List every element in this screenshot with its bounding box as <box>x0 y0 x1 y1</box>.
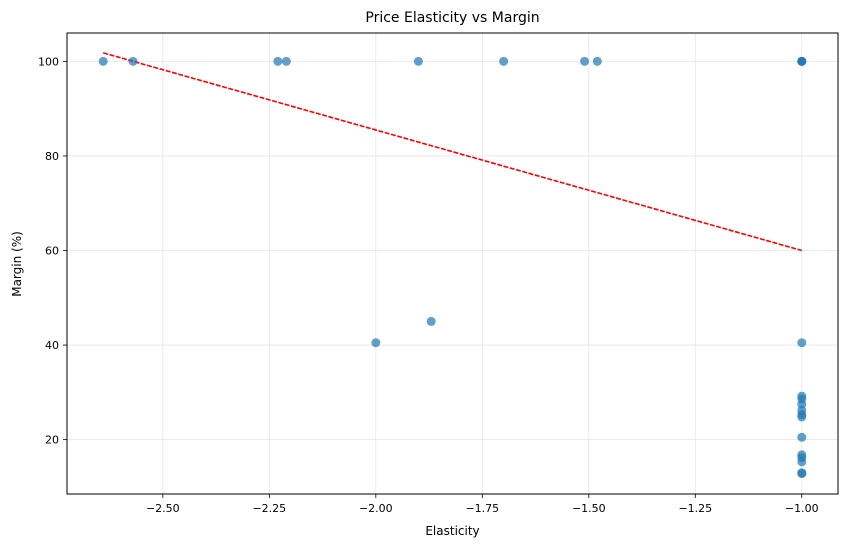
x-axis-label: Elasticity <box>425 524 479 538</box>
y-tick-label: 40 <box>45 339 59 352</box>
data-point <box>797 56 807 66</box>
x-tick-label: −1.00 <box>785 502 819 515</box>
y-axis-label: Margin (%) <box>10 231 24 297</box>
data-point <box>797 338 807 348</box>
x-tick-label: −1.25 <box>678 502 712 515</box>
x-tick-label: −2.00 <box>359 502 393 515</box>
y-tick-label: 20 <box>45 434 59 447</box>
x-axis-ticks: −2.50 −2.25 −2.00 −1.75 −1.50 −1.25 −1.00 <box>146 494 819 515</box>
gridlines <box>67 33 838 494</box>
data-point <box>98 56 108 66</box>
y-tick-label: 80 <box>45 150 59 163</box>
data-point <box>797 457 807 467</box>
data-point <box>797 412 807 422</box>
x-tick-label: −1.50 <box>572 502 606 515</box>
y-tick-label: 60 <box>45 244 59 257</box>
trendline <box>102 52 803 252</box>
data-point <box>371 338 381 348</box>
x-tick-label: −1.75 <box>465 502 499 515</box>
data-point <box>797 469 807 479</box>
y-tick-label: 100 <box>38 55 59 68</box>
data-point <box>413 56 423 66</box>
data-point <box>580 56 590 66</box>
data-point <box>499 56 509 66</box>
y-axis-ticks: 20 40 60 80 100 <box>38 55 67 447</box>
data-points <box>98 56 807 479</box>
plot-area-frame <box>66 32 839 495</box>
x-tick-label: −2.25 <box>252 502 286 515</box>
x-tick-label: −2.50 <box>146 502 180 515</box>
data-point <box>797 432 807 442</box>
data-point <box>128 56 138 66</box>
data-point <box>281 56 291 66</box>
data-point <box>426 316 436 326</box>
data-point <box>592 56 602 66</box>
trendline-group <box>102 52 803 252</box>
chart-title: Price Elasticity vs Margin <box>365 10 539 26</box>
data-point <box>273 56 283 66</box>
